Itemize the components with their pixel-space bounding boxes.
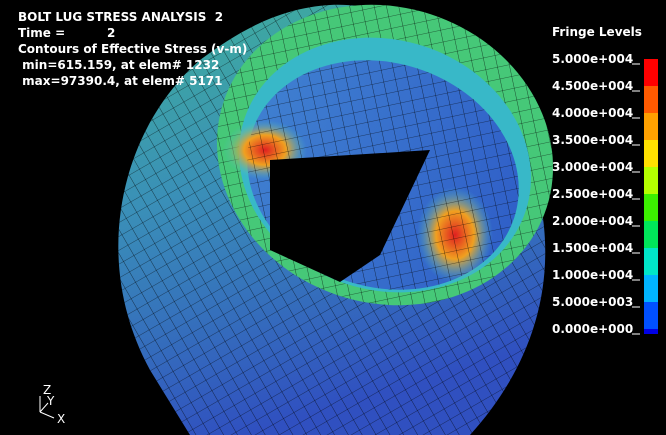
legend-swatch (644, 140, 658, 167)
legend-label: 1.000e+004 (552, 268, 633, 282)
axis-label: Y (46, 394, 55, 408)
legend-swatch (644, 167, 658, 194)
legend-swatch (644, 302, 658, 329)
header-line: BOLT LUG STRESS ANALYSIS 2 (18, 10, 223, 24)
fringe-legend: Fringe Levels 5.000e+004 4.500e+004 4.000e… (552, 25, 658, 336)
legend-label: 4.500e+004 (552, 79, 633, 93)
triad-axis (39, 411, 55, 419)
legend-label: 2.000e+004 (552, 214, 633, 228)
header-line: max=97390.4, at elem# 5171 (18, 74, 223, 88)
legend-label: 3.000e+004 (552, 160, 633, 174)
header-line: min=615.159, at elem# 1232 (18, 58, 219, 72)
legend-label: 5.000e+004 (552, 52, 633, 66)
legend-label: 0.000e+000 (552, 322, 633, 336)
legend-title: Fringe Levels (552, 25, 642, 39)
legend-label: 2.500e+004 (552, 187, 633, 201)
header: BOLT LUG STRESS ANALYSIS 2 Time = 2 Contou… (18, 10, 247, 88)
model (118, 4, 554, 435)
legend-label: 3.500e+004 (552, 133, 633, 147)
legend-label: 1.500e+004 (552, 241, 633, 255)
legend-swatch (644, 275, 658, 302)
header-line: Time = 2 (18, 26, 115, 40)
legend-label: 4.000e+004 (552, 106, 633, 120)
legend-swatch (644, 329, 658, 334)
axis-triad: Z Y X (39, 383, 65, 426)
legend-swatch (644, 194, 658, 221)
legend-swatch (644, 221, 658, 248)
legend-swatch (644, 59, 658, 86)
inner-mesh (247, 60, 519, 290)
axis-label: Z (43, 383, 51, 397)
legend-swatch (644, 86, 658, 113)
legend-swatch (644, 248, 658, 275)
legend-swatch (644, 113, 658, 140)
legend-label: 5.000e+003 (552, 295, 633, 309)
header-line: Contours of Effective Stress (v-m) (18, 42, 247, 56)
axis-label: X (57, 412, 65, 426)
triad-axis (39, 402, 49, 413)
